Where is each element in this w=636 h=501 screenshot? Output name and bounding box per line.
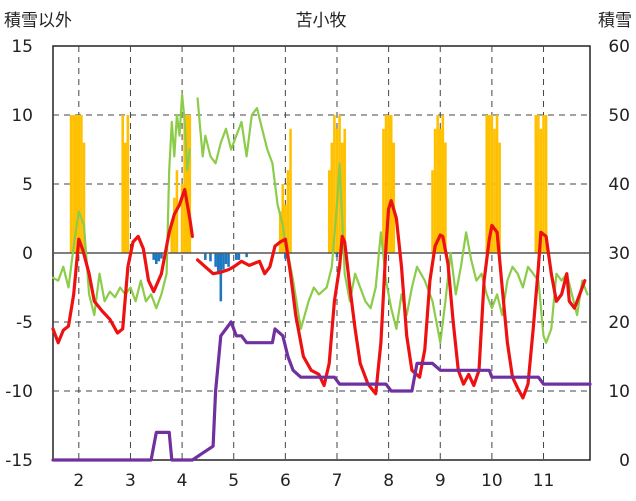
precipitation-bar bbox=[245, 253, 248, 258]
y-right-tick-label: 20 bbox=[608, 313, 630, 333]
sunshine-bar bbox=[441, 115, 445, 253]
x-tick-label: 10 bbox=[481, 471, 503, 491]
sunshine-bar bbox=[126, 115, 130, 253]
y-left-label: 積雪以外 bbox=[4, 11, 72, 31]
snow_depth-line bbox=[51, 320, 592, 462]
precipitation-bar bbox=[152, 253, 155, 260]
wind-line bbox=[196, 97, 589, 344]
sunshine-bar bbox=[534, 115, 538, 253]
sunshine-bar bbox=[333, 115, 336, 253]
sunshine-bar bbox=[488, 115, 491, 253]
sunshine-bar bbox=[537, 115, 540, 253]
sunshine-bar bbox=[121, 115, 124, 253]
y-left-tick-label: -5 bbox=[16, 313, 33, 333]
precipitation-bar bbox=[157, 253, 161, 262]
precipitation-bar bbox=[235, 253, 238, 260]
x-tick-label: 3 bbox=[125, 471, 136, 491]
x-tick-label: 7 bbox=[332, 471, 343, 491]
precipitation-bar bbox=[154, 253, 158, 265]
precipitation-bar bbox=[224, 253, 228, 265]
sunshine-bar bbox=[382, 128, 385, 253]
sunshine-bar bbox=[431, 170, 434, 253]
sunshine-bar bbox=[281, 184, 285, 253]
x-tick-label: 11 bbox=[533, 471, 555, 491]
sunshine-bar bbox=[330, 142, 334, 253]
x-tick-label: 6 bbox=[280, 471, 291, 491]
sunshine-bar bbox=[77, 115, 81, 253]
precipitation-bar bbox=[219, 253, 223, 302]
y-left-tick-label: -15 bbox=[5, 451, 33, 471]
sunshine-bar bbox=[82, 142, 86, 253]
x-tick-label: 8 bbox=[383, 471, 394, 491]
chart-title: 苫小牧 bbox=[296, 11, 347, 31]
sunshine-bar bbox=[433, 128, 437, 253]
sunshine-bar bbox=[544, 115, 548, 253]
wind-line bbox=[51, 93, 191, 317]
y-right-tick-label: 40 bbox=[608, 175, 630, 195]
sunshine-bar bbox=[392, 142, 396, 253]
sunshine-bar bbox=[170, 225, 174, 253]
sunshine-bar bbox=[123, 142, 127, 253]
sunshine-bar bbox=[173, 197, 176, 253]
x-tick-label: 4 bbox=[177, 471, 188, 491]
sunshine-bar bbox=[498, 142, 501, 253]
y-right-tick-label: 30 bbox=[608, 244, 630, 264]
sunshine-bar bbox=[542, 115, 545, 253]
x-tick-label: 5 bbox=[228, 471, 239, 491]
sunshine-bar bbox=[72, 115, 75, 253]
sunshine-bar bbox=[387, 115, 390, 253]
precipitation-bar bbox=[335, 253, 339, 258]
sunshine-bar bbox=[80, 115, 83, 253]
temperature-line bbox=[51, 187, 194, 345]
y-left-tick-label: 10 bbox=[11, 106, 33, 126]
sunshine-bar bbox=[183, 115, 186, 253]
precipitation-bar bbox=[209, 253, 212, 262]
y-right-tick-label: 10 bbox=[608, 382, 630, 402]
sunshine-bar bbox=[389, 115, 393, 253]
x-tick-label: 9 bbox=[435, 471, 446, 491]
precipitation-bar bbox=[237, 253, 241, 260]
sunshine-bar bbox=[438, 128, 442, 253]
sunshine-bar bbox=[444, 142, 447, 253]
sunshine-bar bbox=[490, 115, 494, 253]
sunshine-bar bbox=[180, 184, 184, 253]
y-right-tick-label: 0 bbox=[619, 451, 630, 471]
y-right-tick-label: 60 bbox=[608, 37, 630, 57]
precipitation-bar bbox=[160, 253, 163, 259]
y-left-tick-label: 0 bbox=[22, 244, 33, 264]
sunshine-bar bbox=[188, 115, 192, 253]
x-tick-label: 2 bbox=[73, 471, 84, 491]
y-left-tick-label: 15 bbox=[11, 37, 33, 57]
sunshine-bar bbox=[74, 115, 78, 253]
sunshine-bar bbox=[539, 128, 543, 253]
sunshine-bar bbox=[343, 128, 347, 253]
y-left-tick-label: 5 bbox=[22, 175, 33, 195]
sunshine-bar bbox=[289, 128, 292, 253]
y-right-tick-label: 50 bbox=[608, 106, 630, 126]
y-left-tick-label: -10 bbox=[5, 382, 33, 402]
sunshine-bar bbox=[495, 115, 499, 253]
sunshine-bar bbox=[485, 115, 489, 253]
precipitation-bar bbox=[222, 253, 225, 270]
sunshine-bar bbox=[327, 170, 331, 253]
precipitation-bar bbox=[204, 253, 207, 260]
series-lines bbox=[51, 93, 592, 462]
precipitation-bar bbox=[214, 253, 217, 267]
precipitation-bar bbox=[227, 253, 230, 267]
temperature-line bbox=[196, 199, 587, 400]
sunshine-bar bbox=[286, 170, 290, 253]
y-right-label: 積雪 bbox=[598, 11, 632, 31]
sunshine-bar bbox=[436, 115, 439, 253]
precipitation-bar bbox=[216, 253, 220, 273]
precipitation-bar bbox=[284, 253, 287, 259]
sunshine-bar bbox=[493, 128, 496, 253]
sunshine-bar bbox=[278, 211, 282, 253]
sunshine-bar bbox=[384, 115, 388, 253]
sunshine-bar bbox=[284, 204, 287, 253]
sunshine-bar bbox=[185, 115, 189, 253]
sunshine-bar bbox=[69, 115, 73, 253]
